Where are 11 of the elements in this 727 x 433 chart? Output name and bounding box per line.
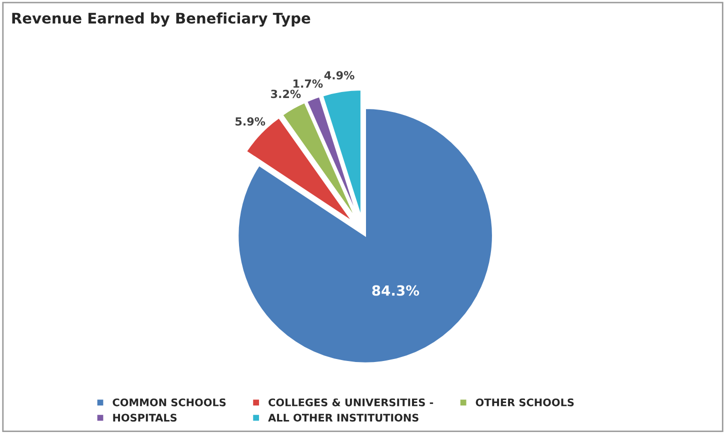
data-label: 84.3% [372, 285, 420, 296]
legend-label: COLLEGES & UNIVERSITIES - [268, 398, 434, 406]
data-label: 3.2% [271, 90, 301, 98]
data-label: 5.9% [236, 117, 266, 126]
legend-label: ALL OTHER INSTITUTIONS [268, 414, 418, 422]
data-label: 4.9% [324, 71, 354, 80]
legend-label: COMMON SCHOOLS [112, 398, 226, 406]
data-label: 1.7% [294, 79, 323, 88]
legend-label: HOSPITALS [113, 414, 177, 422]
chart-title: Revenue Earned by Beneficiary Type [12, 12, 310, 27]
legend-label: OTHER SCHOOLS [476, 398, 574, 406]
